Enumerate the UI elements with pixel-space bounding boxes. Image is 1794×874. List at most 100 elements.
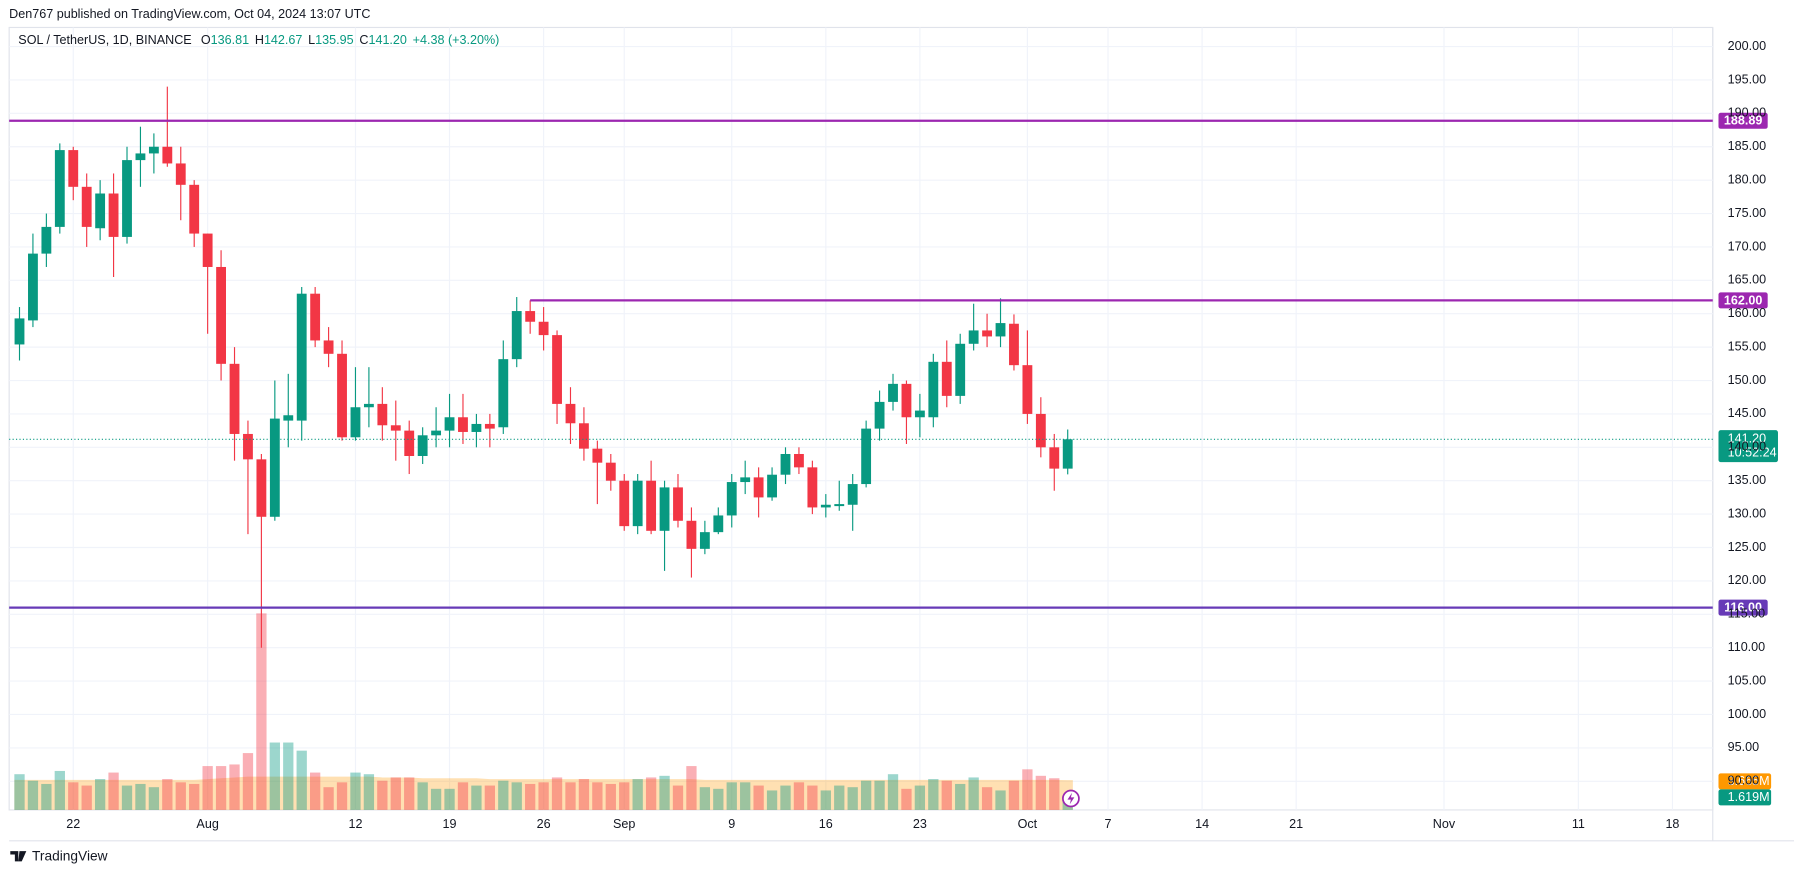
current-price-label: 141.20 (1728, 432, 1766, 446)
y-tick-label: 115.00 (1728, 607, 1766, 621)
y-tick-label: 165.00 (1728, 273, 1766, 287)
candle-body (108, 193, 119, 237)
legend-key: L (308, 34, 315, 48)
x-tick-label: 11 (1572, 817, 1585, 831)
volume-bar (350, 772, 361, 810)
candle-body (1035, 413, 1046, 448)
volume-bar (202, 766, 213, 810)
volume-bar (914, 785, 926, 810)
volume-bar (363, 774, 375, 810)
volume-bar (686, 766, 697, 810)
candle-body (968, 330, 979, 344)
volume-bar (1022, 769, 1033, 810)
candle-body (699, 532, 710, 549)
volume-bar (162, 779, 173, 810)
y-tick-label: 160.00 (1728, 306, 1766, 320)
volume-bar (94, 779, 106, 810)
candle-body (753, 477, 764, 498)
brand: TradingView (32, 848, 108, 863)
candle-body (834, 504, 845, 507)
candle-body (511, 311, 522, 360)
candle-body (323, 340, 334, 354)
volume-bar (41, 783, 52, 810)
grid (9, 27, 1713, 810)
volume-bar (659, 775, 670, 810)
current-price-box (1718, 430, 1778, 463)
candle-body (81, 186, 92, 227)
x-tick-label: Aug (196, 817, 218, 831)
volume-bar (189, 783, 200, 810)
volume-bar (995, 790, 1006, 810)
volume-ma-box (1718, 773, 1772, 790)
volume-ma-area (14, 776, 1073, 810)
candle-body (982, 330, 993, 337)
candle-body (14, 318, 25, 345)
candle-body (552, 335, 562, 404)
candle-body (484, 423, 495, 429)
y-tick-label: 130.00 (1728, 506, 1766, 520)
candle-body (646, 480, 657, 531)
candles (14, 86, 1073, 648)
volume-bar (753, 785, 764, 810)
y-tick-label: 120.00 (1728, 573, 1766, 587)
volume-bar (1035, 775, 1046, 810)
volume-bar (699, 787, 711, 810)
publisher: Den767 published on TradingView.com, Oct… (9, 7, 370, 21)
candle-body (726, 482, 737, 516)
volume-bar (901, 788, 912, 810)
volume-bar (135, 783, 146, 810)
candle-body (68, 150, 79, 187)
volume-bar (336, 782, 348, 810)
candle-body (713, 515, 724, 533)
volume-bar (605, 783, 616, 810)
candle-body (807, 467, 818, 508)
y-tick-label: 135.00 (1728, 473, 1766, 487)
candle-body (390, 425, 401, 431)
candle-body (740, 477, 751, 483)
candle-body (914, 410, 925, 418)
y-tick-label: 90.00 (1728, 774, 1759, 788)
legend-key: O (201, 34, 211, 48)
volume-bar (148, 787, 160, 810)
candle-body (1062, 439, 1073, 469)
legend-value: 142.67 (264, 34, 302, 48)
candle-body (256, 459, 267, 517)
y-tick-label: 100.00 (1728, 707, 1766, 721)
candle-body (189, 184, 200, 234)
volume-bar (740, 782, 751, 810)
candle-body (148, 146, 159, 154)
volume-bar (484, 785, 496, 810)
x-tick-label: Nov (1433, 817, 1456, 831)
volume-bar (242, 753, 254, 810)
candle-body (431, 430, 442, 436)
volume-bar (296, 750, 307, 810)
candle-body (928, 361, 939, 418)
volume-bar (68, 782, 79, 810)
volume-bar (377, 780, 388, 810)
candle-body (659, 487, 670, 531)
candle-body (1009, 323, 1019, 366)
volume-bar (632, 779, 643, 810)
volume-bar (981, 787, 993, 810)
candle-body (216, 266, 226, 364)
candle-body (444, 417, 455, 431)
volume-bar (578, 779, 590, 810)
volume-bar (269, 742, 280, 810)
volume-bar (834, 785, 845, 810)
candle-body (632, 480, 643, 527)
y-tick-label: 180.00 (1728, 172, 1766, 186)
candle-body (820, 504, 831, 508)
lightning-glyph (1067, 792, 1075, 805)
candle-body (592, 448, 603, 463)
volume-bar (766, 790, 778, 810)
candle-body (767, 474, 777, 498)
level-label: 162.00 (1724, 293, 1762, 307)
volume-bar (874, 780, 885, 810)
candle-body (1022, 365, 1033, 414)
level-label: 188.89 (1724, 114, 1762, 128)
y-tick-label: 95.00 (1728, 740, 1759, 754)
volume-bar (565, 782, 576, 810)
volume-bar (619, 782, 630, 810)
volume-bar (968, 777, 979, 810)
volume-bar (256, 613, 267, 810)
